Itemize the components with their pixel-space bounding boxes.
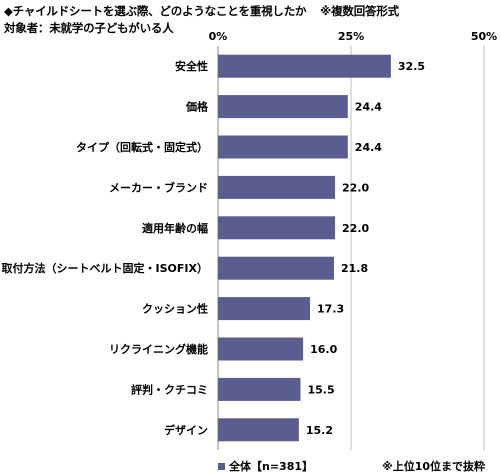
chart-note: ※複数回答形式 xyxy=(320,4,399,18)
category-label: メーカー・ブランド xyxy=(109,180,208,194)
category-label: 安全性 xyxy=(175,59,208,73)
bar xyxy=(218,175,336,199)
category-label: 適用年齢の幅 xyxy=(142,221,208,235)
bar xyxy=(218,377,301,401)
data-label: 32.5 xyxy=(398,60,425,73)
chart-target: 対象者：未就学の子どもがいる人 xyxy=(4,21,174,35)
data-label: 15.5 xyxy=(307,383,334,396)
bar xyxy=(218,216,336,240)
bar xyxy=(218,135,348,159)
category-label: 価格 xyxy=(185,100,209,114)
bar xyxy=(218,418,299,442)
bar xyxy=(218,95,348,119)
category-label: クッション性 xyxy=(142,302,208,316)
chart-title-text: ◆チャイルドシートを選ぶ際、どのようなことを重視したか xyxy=(4,4,307,18)
legend-label: 全体【n=381】 xyxy=(229,460,314,473)
data-label: 16.0 xyxy=(310,343,337,356)
bar xyxy=(218,297,311,321)
category-label: リクライニング機能 xyxy=(109,342,208,356)
category-label: タイプ（回転式・固定式） xyxy=(76,140,208,154)
bar xyxy=(218,256,334,280)
category-label: 評判・クチコミ xyxy=(131,382,208,396)
category-label: 取付方法（シートベルト固定・ISOFIX） xyxy=(2,261,208,275)
category-label: デザイン xyxy=(164,423,208,437)
x-tick-label: 0% xyxy=(209,30,228,43)
data-label: 22.0 xyxy=(342,222,369,235)
legend: 全体【n=381】 xyxy=(218,458,313,474)
data-label: 24.4 xyxy=(355,101,382,114)
x-tick-label: 25% xyxy=(338,30,364,43)
data-label: 21.8 xyxy=(341,262,368,275)
bar xyxy=(218,54,391,78)
chart-title: ◆チャイルドシートを選ぶ際、どのようなことを重視したか ※複数回答形式 xyxy=(4,3,399,19)
data-label: 15.2 xyxy=(306,424,333,437)
footnote: ※上位10位まで抜粋 xyxy=(382,460,486,473)
data-label: 24.4 xyxy=(355,141,382,154)
legend-swatch xyxy=(218,462,225,470)
data-label: 22.0 xyxy=(342,181,369,194)
data-label: 17.3 xyxy=(317,303,344,316)
bar xyxy=(218,337,304,361)
x-tick-label: 50% xyxy=(471,30,497,43)
